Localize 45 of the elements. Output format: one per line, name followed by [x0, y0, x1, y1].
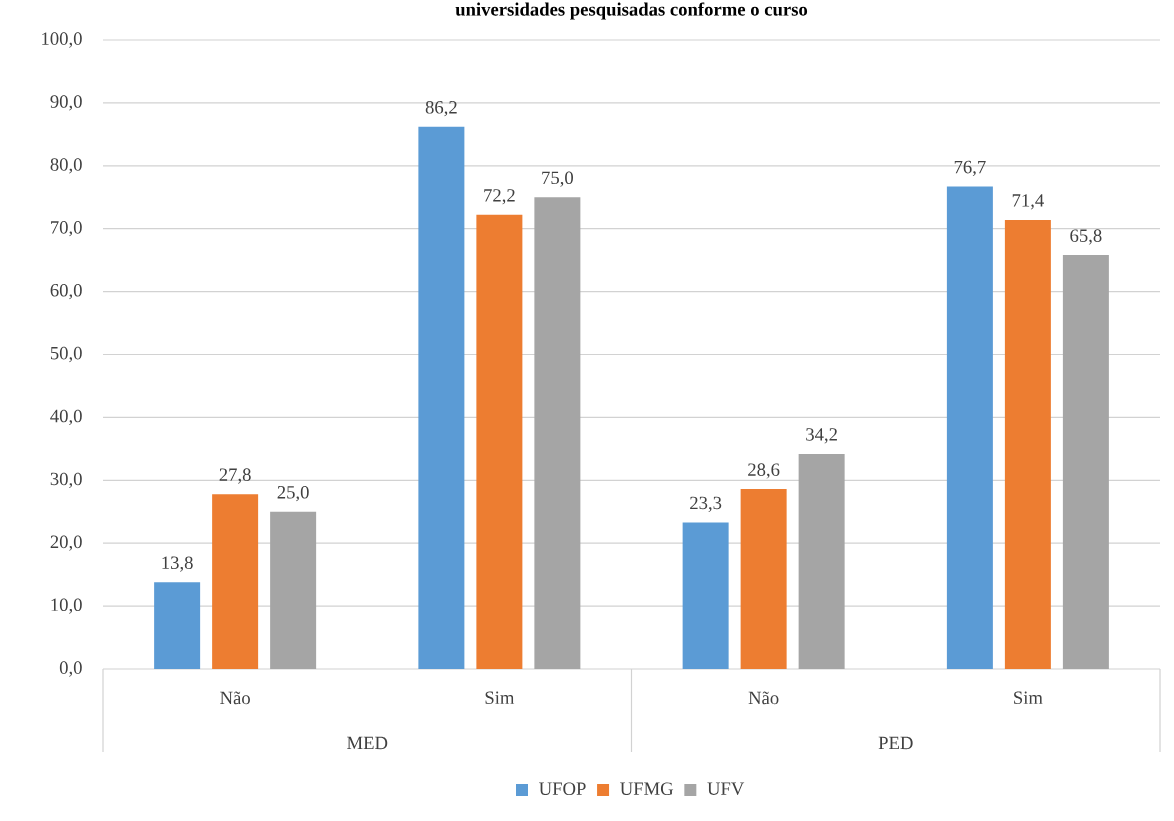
x-tick-label: Não — [748, 691, 779, 705]
bar — [946, 186, 993, 669]
y-tick-label: 90,0 — [50, 95, 82, 111]
bar — [1062, 255, 1109, 669]
data-label: 76,7 — [954, 160, 986, 177]
data-label: 13,8 — [162, 556, 193, 572]
bar — [270, 511, 317, 669]
y-tick-label: 80,0 — [50, 158, 82, 174]
bar — [476, 214, 523, 669]
bar — [212, 494, 259, 669]
data-label: 34,2 — [806, 428, 837, 444]
y-tick-label: 60,0 — [50, 283, 82, 300]
y-tick-label: 40,0 — [50, 409, 82, 426]
legend-label: UFMG — [620, 782, 674, 795]
data-label: 28,6 — [748, 463, 780, 479]
legend-label: UFOP — [539, 782, 586, 795]
y-tick-label: 50,0 — [50, 346, 82, 363]
y-tick-label: 10,0 — [51, 598, 82, 614]
data-label: 25,0 — [277, 485, 309, 502]
bar — [418, 126, 465, 669]
x-tick-label: Sim — [1014, 691, 1043, 705]
data-label: 75,0 — [542, 171, 573, 187]
x-tick-label: Sim — [485, 691, 515, 705]
text: MED — [347, 736, 388, 750]
y-tick-label: 0,0 — [59, 661, 82, 677]
bar — [1004, 219, 1051, 669]
text: PED — [878, 736, 913, 750]
data-label: 23,3 — [690, 496, 722, 512]
bar — [798, 453, 845, 669]
bar — [682, 522, 729, 669]
bar — [740, 489, 787, 669]
bar — [534, 197, 581, 669]
bar — [154, 582, 201, 669]
data-label: 86,2 — [425, 101, 457, 117]
x-tick-label: Não — [220, 691, 250, 705]
chart-title: universidades pesquisadas conforme o curso — [455, 2, 808, 20]
y-tick-label: 30,0 — [50, 472, 82, 488]
y-tick-label: 20,0 — [50, 535, 82, 551]
data-label: 65,8 — [1070, 229, 1102, 245]
y-tick-label: 70,0 — [51, 221, 82, 237]
legend-label: UFV — [707, 782, 745, 796]
data-label: 27,8 — [219, 468, 251, 484]
data-label: 72,2 — [484, 189, 515, 205]
y-tick-label: 100,0 — [42, 32, 82, 48]
data-label: 71,4 — [1012, 194, 1044, 210]
